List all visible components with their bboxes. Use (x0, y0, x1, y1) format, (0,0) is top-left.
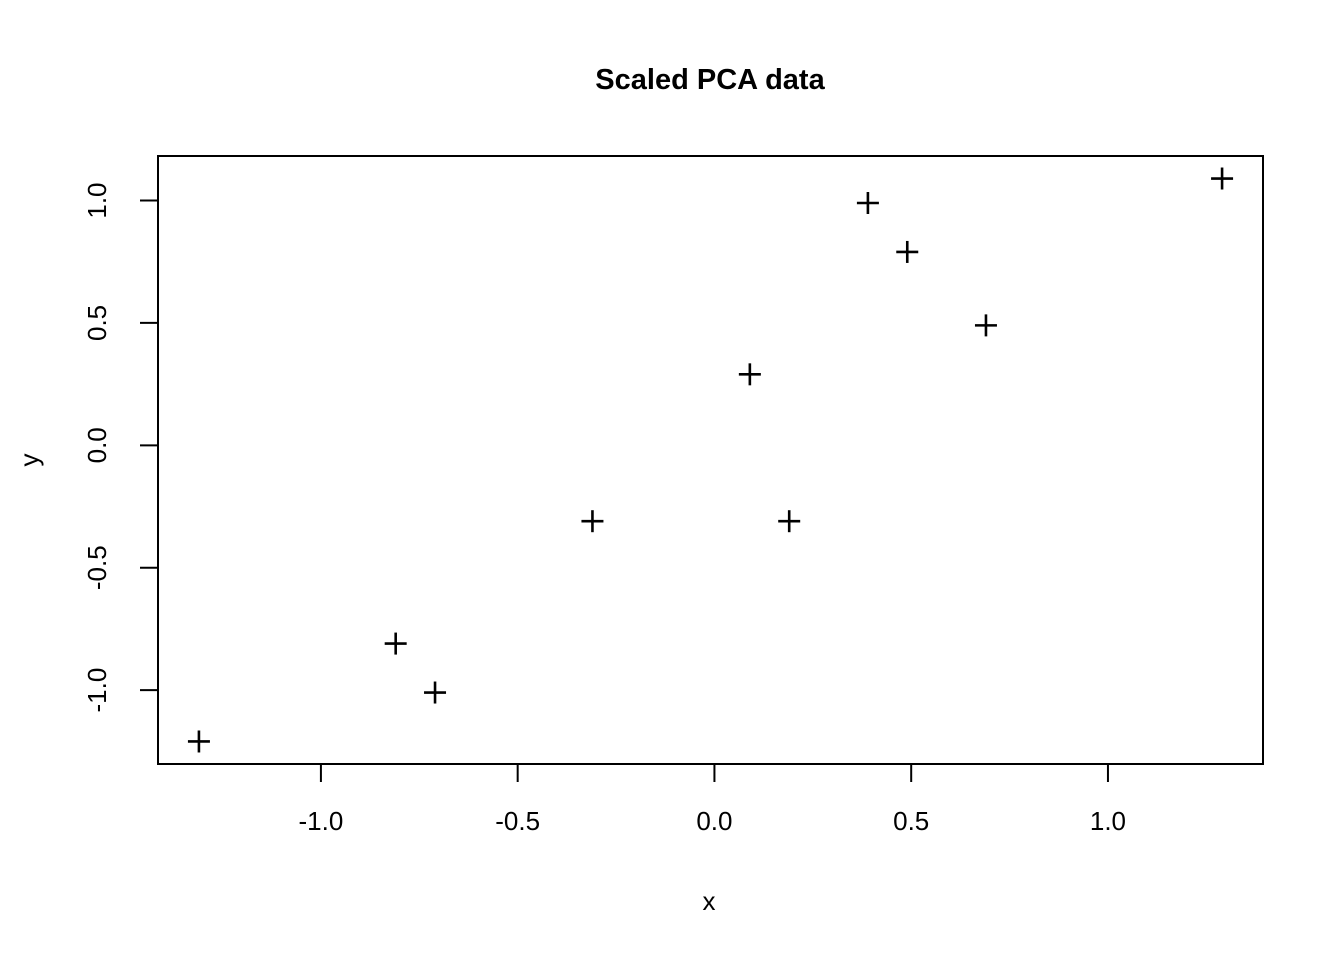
y-tick-label: 0.5 (82, 305, 112, 341)
data-point-marker (896, 240, 919, 263)
y-axis-label: y (14, 454, 44, 467)
data-point-marker (1211, 167, 1234, 190)
data-point-marker (384, 632, 407, 655)
x-tick-label: -1.0 (299, 806, 344, 836)
data-point-marker (778, 510, 801, 533)
data-points (187, 167, 1234, 753)
y-axis: -1.0 -0.5 0.0 0.5 1.0 (82, 182, 158, 712)
x-tick-label: -0.5 (495, 806, 540, 836)
y-tick-label: -1.0 (82, 668, 112, 713)
y-tick-label: 0.0 (82, 427, 112, 463)
data-point-marker (738, 363, 761, 386)
chart-title: Scaled PCA data (595, 64, 825, 96)
data-point-marker (424, 681, 447, 704)
x-axis: -1.0 -0.5 0.0 0.5 1.0 (299, 764, 1126, 836)
data-point-marker (974, 314, 997, 337)
data-point-marker (581, 510, 604, 533)
x-tick-label: 1.0 (1090, 806, 1126, 836)
y-tick-label: -0.5 (82, 545, 112, 590)
data-point-marker (187, 730, 210, 753)
x-axis-label: x (703, 886, 716, 916)
data-point-marker (856, 191, 879, 214)
x-tick-label: 0.0 (696, 806, 732, 836)
x-tick-label: 0.5 (893, 806, 929, 836)
plot-box-border (157, 155, 1264, 765)
y-tick-label: 1.0 (82, 182, 112, 218)
